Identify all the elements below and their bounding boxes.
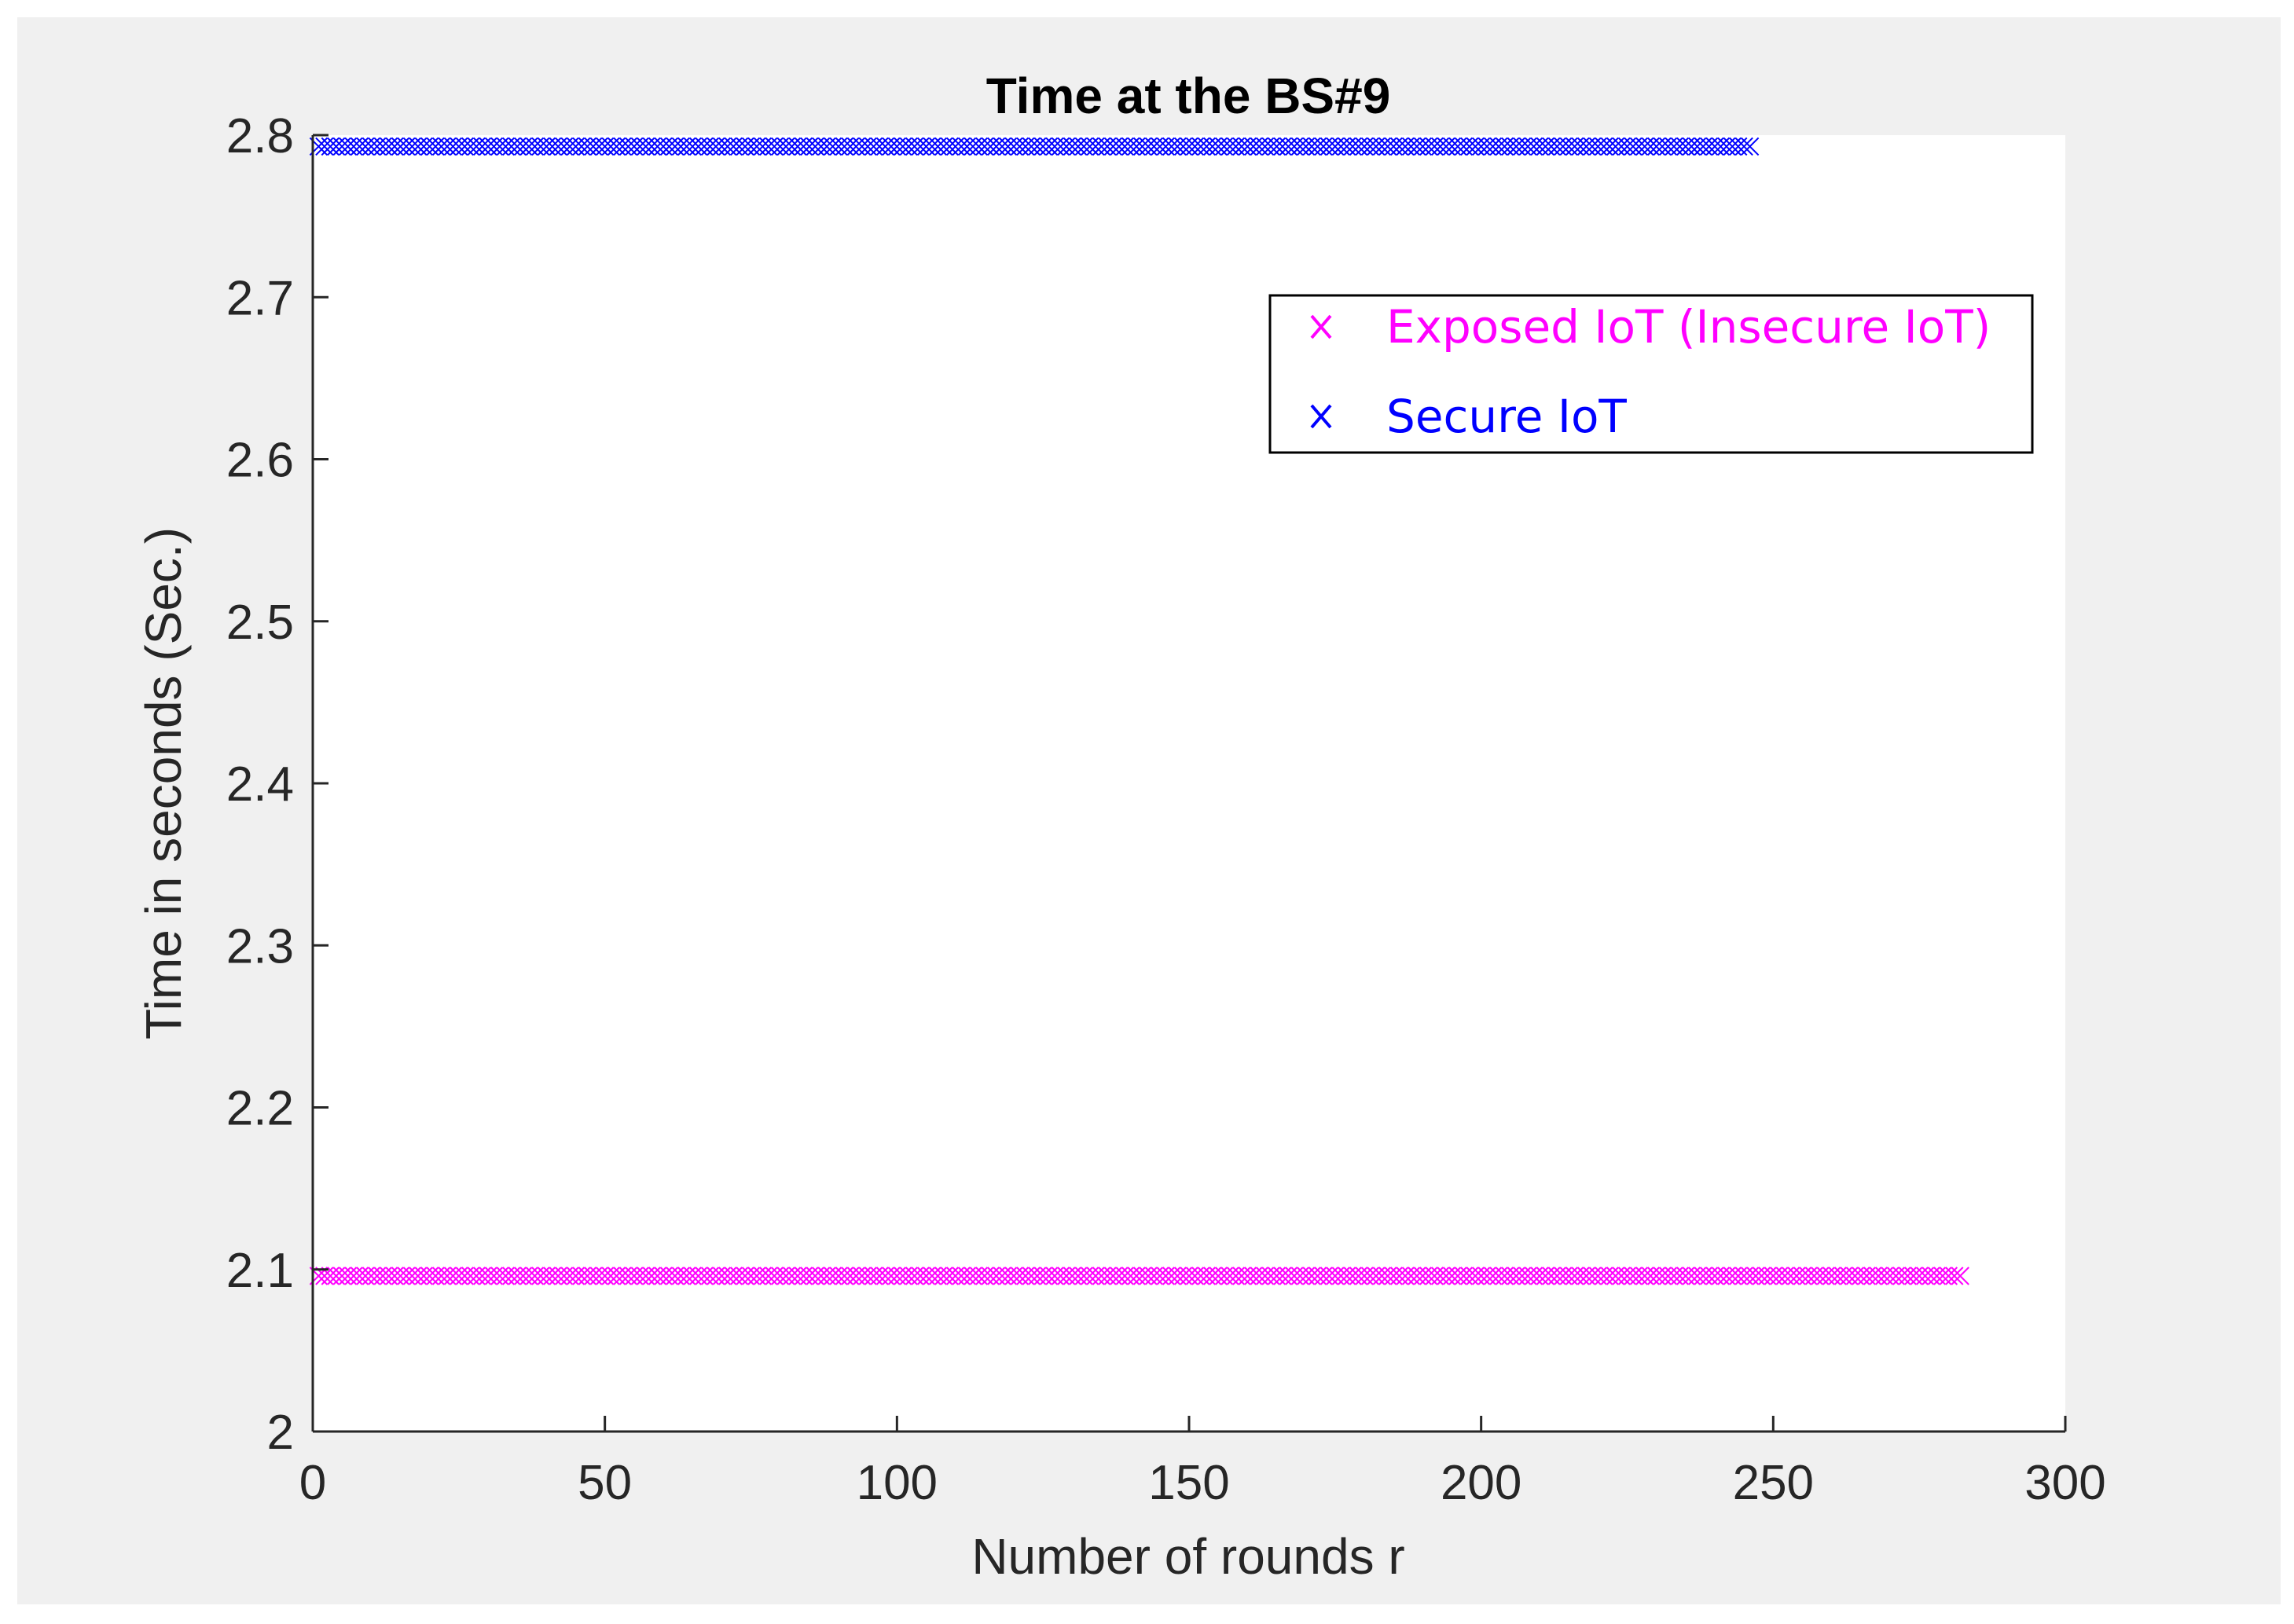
y-tick-label: 2.5 <box>226 596 294 650</box>
legend-label-exposed-iot: Exposed IoT (Insecure IoT) <box>1386 300 1991 354</box>
data-point <box>1945 1267 1964 1285</box>
legend-label-secure-iot: Secure IoT <box>1386 390 1627 443</box>
x-ticks: 0 50 100 150 200 250 300 <box>299 1416 2106 1510</box>
y-tick-label: 2.8 <box>226 109 294 163</box>
series-exposed-iot <box>309 1267 1969 1285</box>
legend-item-secure-iot: Secure IoT <box>1310 390 1627 443</box>
x-tick-label: 100 <box>857 1456 938 1510</box>
y-tick-label: 2.7 <box>226 271 294 325</box>
x-tick-label: 300 <box>2024 1456 2105 1510</box>
chart-title: Time at the BS#9 <box>986 68 1391 124</box>
x-tick-label: 50 <box>578 1456 632 1510</box>
data-markers <box>309 137 1969 1285</box>
y-tick-label: 2.4 <box>226 757 294 812</box>
x-axis-label: Number of rounds r <box>971 1528 1404 1585</box>
y-tick-label: 2.3 <box>226 919 294 973</box>
data-point <box>1740 137 1760 156</box>
y-ticks: 2 2.1 2.2 2.3 2.4 2.5 2.6 2.7 2.8 <box>226 109 329 1460</box>
y-tick-label: 2.2 <box>226 1082 294 1136</box>
x-tick-label: 0 <box>299 1456 326 1510</box>
legend-marker-secure-iot <box>1310 404 1332 429</box>
legend-box <box>1268 294 2034 454</box>
x-tick-label: 250 <box>1733 1456 1814 1510</box>
data-point <box>1734 137 1753 156</box>
y-tick-label: 2.1 <box>226 1244 294 1298</box>
x-tick-label: 200 <box>1441 1456 1521 1510</box>
y-tick-label: 2 <box>267 1406 294 1460</box>
x-tick-label: 150 <box>1148 1456 1229 1510</box>
series-secure-iot <box>309 137 1760 156</box>
legend-item-exposed-iot: Exposed IoT (Insecure IoT) <box>1310 300 1991 354</box>
legend-marker-exposed-iot <box>1310 314 1332 339</box>
y-tick-label: 2.6 <box>226 434 294 488</box>
y-axis-label: Time in seconds (Sec.) <box>135 527 192 1039</box>
legend: Exposed IoT (Insecure IoT) Secure IoT <box>1268 294 2034 454</box>
data-point <box>1951 1267 1969 1285</box>
